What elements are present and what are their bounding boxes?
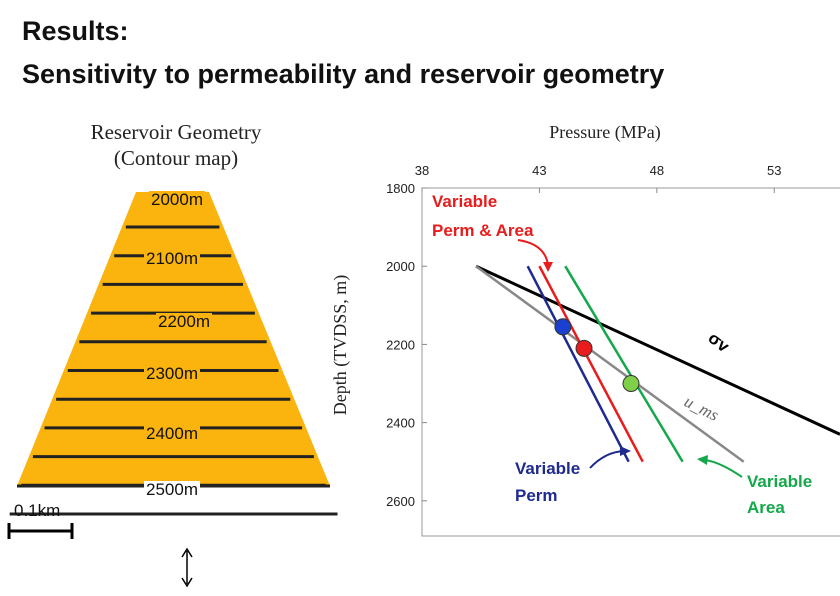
x-tick-label: 38	[415, 163, 429, 178]
data-point-variable-area	[622, 375, 640, 393]
series-line-variable-perm-area	[538, 265, 644, 463]
y-tick-label: 2600	[386, 494, 415, 509]
reservoir-trapezoid	[17, 192, 330, 486]
series-line-variable-area	[564, 265, 684, 463]
x-axis-ticks: 38 43 48 53	[415, 163, 781, 193]
contour-label: 2500m	[146, 480, 198, 499]
contour-label: 2300m	[146, 364, 198, 383]
contour-label: 2100m	[146, 249, 198, 268]
contour-label-background	[144, 365, 200, 383]
contour-label-background	[144, 481, 200, 499]
sigma-v-label: σv	[705, 328, 734, 356]
series-line-variable-perm	[526, 265, 630, 463]
x-tick-label: 48	[650, 163, 664, 178]
geometry-heading-line-1: Reservoir Geometry	[90, 120, 262, 144]
perm-area-arrow-icon	[517, 239, 549, 266]
contour-label-background	[156, 313, 212, 331]
y-tick-label: 1800	[386, 181, 415, 196]
plot-frame	[421, 187, 840, 537]
perm-arrow-icon	[589, 450, 625, 469]
scale-bar: 0.1km	[7, 501, 74, 539]
contour-label-background	[149, 191, 205, 209]
contour-label: 2200m	[158, 312, 210, 331]
annotations: σv u_ms Variable Perm & Area Variable Pe…	[432, 192, 812, 517]
series-line-u-ms	[475, 265, 745, 463]
x-tick-label: 43	[532, 163, 546, 178]
series-points	[554, 318, 640, 393]
perm-area-arrowhead-icon	[543, 262, 553, 272]
scale-bar-label: 0.1km	[14, 501, 60, 520]
contour-label: 2000m	[151, 190, 203, 209]
y-tick-label: 2000	[386, 259, 415, 274]
geometry-heading-line-2: (Contour map)	[113, 146, 239, 170]
y-axis-ticks: 1800 2000 2200 2400 2600	[386, 181, 427, 509]
perm-area-label-line-1: Variable	[432, 192, 497, 211]
y-tick-label: 2200	[386, 337, 415, 352]
data-point-variable-perm	[554, 318, 572, 336]
vertical-double-arrow-icon	[181, 547, 193, 588]
perm-label-line-2: Perm	[515, 486, 558, 505]
data-point-variable-perm-area	[575, 339, 593, 357]
area-label-line-2: Area	[747, 498, 785, 517]
slide-title-line-1: Results:	[22, 16, 129, 46]
y-axis-title: Depth (TVDSS, m)	[330, 275, 351, 416]
area-arrowhead-icon	[697, 455, 708, 465]
contour-label: 2400m	[146, 424, 198, 443]
x-axis-title: Pressure (MPa)	[549, 122, 660, 143]
perm-area-label-line-2: Perm & Area	[432, 221, 534, 240]
series-lines	[475, 264, 840, 463]
slide-title-line-2: Sensitivity to permeability and reservoi…	[22, 59, 665, 89]
contour-labels: 2000m 2100m 2200m 2300m 2400m 2500m	[144, 190, 212, 499]
contour-label-background	[144, 250, 200, 268]
perm-label-line-1: Variable	[515, 459, 580, 478]
area-arrow-icon	[704, 459, 743, 478]
y-tick-label: 2400	[386, 416, 415, 431]
x-tick-label: 53	[767, 163, 781, 178]
perm-arrowhead-icon	[620, 446, 631, 456]
series-line-v	[475, 264, 840, 436]
area-label-line-1: Variable	[747, 472, 812, 491]
contour-label-background	[144, 425, 200, 443]
